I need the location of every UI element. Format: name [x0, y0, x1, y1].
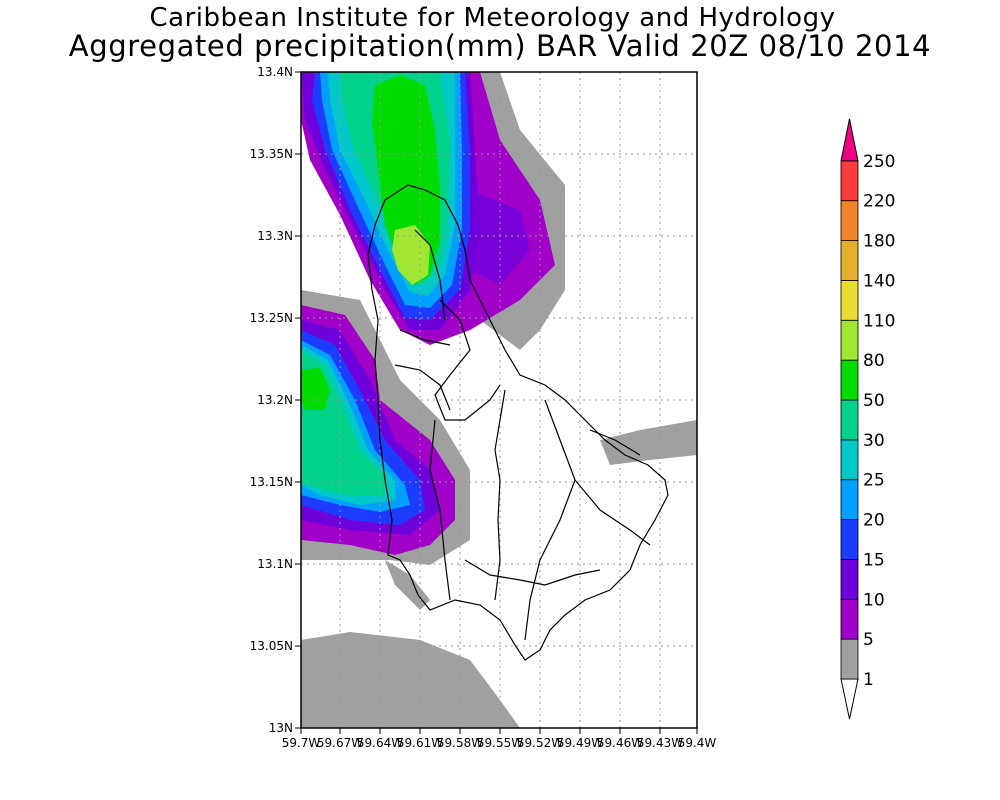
lat-label: 13N	[269, 721, 293, 735]
colorbar-label: 220	[863, 192, 895, 212]
colorbar-segment	[840, 240, 859, 281]
colorbar-segment	[840, 598, 859, 640]
map-grid	[301, 72, 697, 728]
lat-label: 13.4N	[257, 65, 293, 79]
colorbar-segment	[840, 200, 859, 241]
lon-label: 59.4W	[678, 736, 717, 750]
lon-label: 59.58W	[437, 736, 483, 750]
colorbar-label: 20	[863, 511, 885, 531]
lon-label: 59.49W	[557, 736, 603, 750]
colorbar-label: 1	[863, 670, 874, 690]
lon-label: 59.7W	[282, 736, 321, 750]
lon-label: 59.43W	[637, 736, 683, 750]
colorbar-label: 50	[863, 391, 885, 411]
lat-label: 13.35N	[250, 147, 293, 161]
colorbar-segment	[840, 439, 859, 481]
colorbar-segment	[840, 280, 859, 321]
colorbar-segment	[840, 359, 859, 401]
colorbar-label: 180	[863, 232, 895, 252]
chart-subtitle: Aggregated precipitation(mm) BAR Valid 2…	[68, 29, 932, 63]
colorbar-label: 25	[863, 471, 885, 491]
axis-ticks	[295, 71, 698, 734]
precipitation-field	[301, 72, 697, 728]
lat-label: 13.15N	[250, 475, 293, 489]
colorbar-below-triangle	[840, 678, 859, 720]
lon-label: 59.46W	[597, 736, 643, 750]
lat-label: 13.25N	[250, 311, 293, 325]
colorbar-segment	[840, 160, 859, 202]
colorbar-label: 15	[863, 550, 885, 570]
colorbar-label: 30	[863, 431, 885, 451]
colorbar-label: 80	[863, 351, 885, 371]
colorbar-segment	[840, 319, 859, 361]
lon-label: 59.55W	[477, 736, 523, 750]
colorbar-label: 250	[863, 152, 895, 172]
colorbar-label: 110	[863, 311, 895, 331]
lat-label: 13.1N	[257, 557, 293, 571]
colorbar-label: 5	[863, 630, 874, 650]
lat-label: 13.2N	[257, 393, 293, 407]
barbados-outline	[367, 184, 669, 661]
colorbar-segment	[840, 479, 859, 520]
lon-label: 59.64W	[357, 736, 403, 750]
colorbar-segment	[840, 638, 859, 680]
colorbar-label: 10	[863, 590, 885, 610]
colorbar-segment	[840, 519, 859, 560]
colorbar-label: 140	[863, 271, 895, 291]
chart-title: Caribbean Institute for Meteorology and …	[149, 3, 836, 33]
lat-label: 13.3N	[257, 229, 293, 243]
lon-label: 59.52W	[517, 736, 563, 750]
lon-label: 59.67W	[317, 736, 363, 750]
colorbar-segment	[840, 399, 859, 441]
colorbar-segment	[840, 559, 859, 600]
lat-label: 13.05N	[250, 639, 293, 653]
lon-label: 59.61W	[397, 736, 443, 750]
colorbar-above-triangle	[840, 118, 859, 162]
